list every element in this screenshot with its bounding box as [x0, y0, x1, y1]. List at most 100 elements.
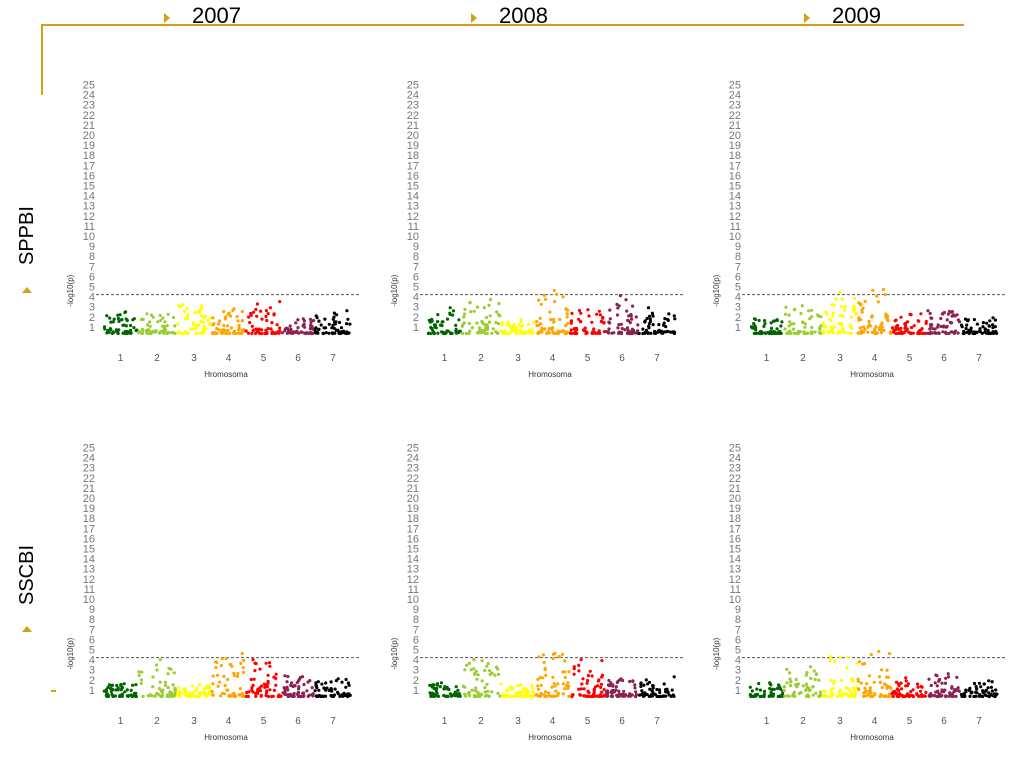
snp-point	[789, 680, 793, 684]
snp-point	[241, 666, 245, 670]
snp-point	[875, 331, 880, 335]
snp-point	[616, 306, 620, 310]
snp-point	[818, 331, 823, 335]
snp-point	[165, 331, 169, 336]
x-tick-label: 2	[800, 716, 806, 727]
snp-point	[486, 662, 490, 666]
snp-point	[836, 331, 840, 335]
snp-point	[302, 319, 306, 323]
snp-point	[264, 314, 268, 319]
snp-point	[211, 682, 215, 686]
snp-point	[484, 315, 489, 320]
snp-point	[295, 692, 300, 697]
snp-point	[483, 694, 487, 698]
snp-point	[896, 331, 900, 335]
snp-point	[574, 328, 578, 332]
snp-point	[506, 320, 510, 324]
snp-point	[788, 683, 793, 687]
snp-point	[939, 324, 943, 329]
snp-point	[947, 331, 951, 336]
snp-point	[608, 317, 612, 321]
snp-point	[617, 689, 621, 693]
snp-point	[272, 675, 276, 679]
snp-point	[856, 331, 860, 335]
snp-point	[938, 692, 942, 697]
snp-point	[487, 303, 491, 307]
snp-point	[479, 693, 483, 697]
snp-point	[436, 694, 440, 699]
snp-point	[889, 686, 893, 690]
y-tick-label: 22	[83, 473, 95, 485]
snp-point	[327, 322, 331, 326]
snp-point	[254, 327, 258, 331]
snp-point	[146, 323, 150, 327]
snp-point	[588, 669, 592, 673]
snp-point	[137, 673, 141, 678]
snp-point	[577, 669, 581, 673]
y-tick-label: 6	[89, 271, 95, 283]
snp-point	[569, 321, 573, 325]
snp-point	[904, 684, 908, 688]
snp-point	[463, 685, 467, 689]
snp-point	[151, 675, 155, 679]
snp-point	[932, 694, 936, 698]
snp-point	[975, 691, 979, 695]
snp-point	[240, 651, 244, 656]
snp-point	[832, 681, 836, 686]
y-tick-label: 3	[413, 665, 419, 677]
y-tick-label: 4	[89, 655, 95, 667]
snp-point	[787, 694, 791, 699]
snp-point	[575, 331, 579, 335]
y-tick-label: 11	[730, 221, 741, 233]
snp-point	[314, 326, 318, 330]
snp-point	[817, 678, 821, 682]
x-tick-label: 7	[330, 353, 336, 364]
snp-point	[646, 682, 650, 686]
snp-point	[148, 320, 152, 324]
snp-point	[514, 694, 518, 698]
snp-point	[590, 331, 594, 335]
snp-point	[947, 675, 951, 679]
snp-point	[237, 323, 241, 327]
snp-point	[523, 689, 527, 693]
x-tick-label: 3	[837, 716, 843, 727]
snp-point	[621, 678, 625, 683]
snp-point	[539, 302, 543, 306]
snp-point	[526, 322, 531, 326]
snp-point	[449, 331, 453, 336]
snp-point	[545, 331, 549, 336]
snp-point	[442, 687, 446, 691]
snp-point	[310, 324, 314, 328]
snp-point	[151, 685, 155, 689]
snp-point	[950, 330, 954, 334]
snp-point	[811, 693, 815, 697]
snp-point	[115, 683, 119, 688]
snp-point	[465, 663, 469, 667]
snp-point	[116, 331, 120, 335]
snp-point	[977, 694, 981, 698]
snp-point	[560, 329, 565, 333]
snp-point	[579, 687, 583, 691]
snp-point	[961, 692, 965, 697]
snp-point	[254, 307, 258, 312]
snp-point	[338, 320, 342, 325]
snp-point	[129, 693, 133, 697]
snp-point	[555, 292, 559, 296]
snp-point	[857, 687, 861, 691]
snp-point	[991, 693, 996, 697]
y-tick-label: 10	[83, 231, 95, 243]
snp-point	[599, 685, 603, 690]
snp-point	[762, 689, 767, 694]
y-tick-label: 1	[89, 685, 95, 697]
snp-point	[947, 694, 951, 698]
snp-point	[911, 694, 915, 699]
snp-point	[286, 674, 290, 679]
snp-point	[139, 681, 143, 686]
snp-point	[936, 689, 940, 693]
snp-point	[176, 690, 180, 694]
snp-point	[333, 687, 337, 691]
snp-point	[863, 686, 867, 690]
snp-point	[769, 690, 773, 695]
snp-point	[186, 331, 190, 336]
snp-point	[651, 323, 655, 327]
